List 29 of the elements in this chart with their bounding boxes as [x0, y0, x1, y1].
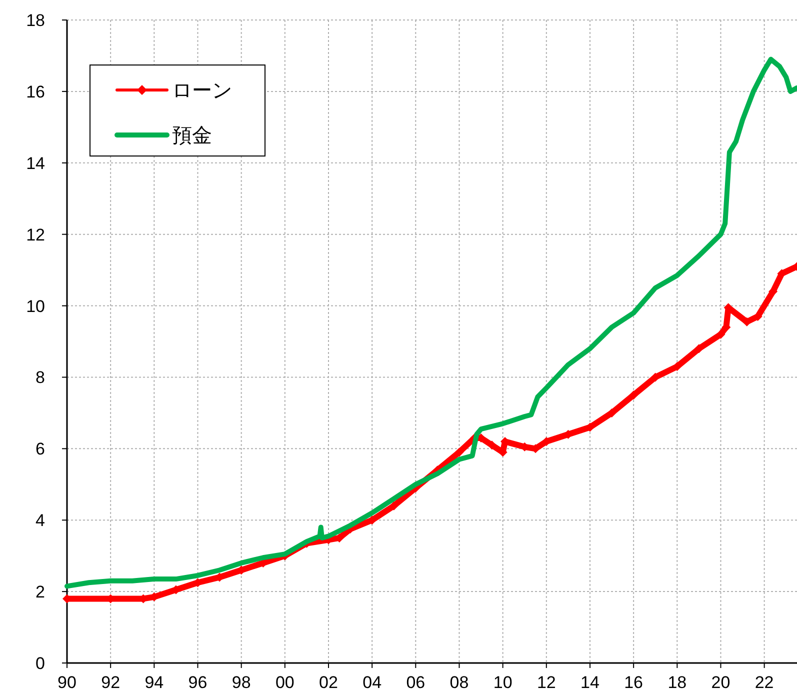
x-tick-label: 12: [536, 673, 556, 691]
x-tick-label: 20: [711, 673, 730, 691]
y-tick-label: 10: [26, 296, 45, 316]
x-tick-label: 94: [144, 673, 164, 691]
x-tick-label: 90: [58, 673, 76, 691]
y-tick-label: 12: [26, 225, 45, 244]
y-tick-label: 18: [26, 11, 45, 30]
x-tick-label: 06: [406, 673, 426, 691]
x-tick-label: 04: [362, 673, 382, 691]
x-tick-label: 98: [232, 673, 251, 691]
y-tick-label: 8: [36, 368, 45, 388]
y-tick-label: 14: [26, 154, 45, 173]
legend-label: ローン: [172, 80, 232, 102]
legend-label: 預金: [172, 125, 212, 147]
y-tick-label: 16: [26, 82, 45, 102]
x-tick-label: 22: [754, 673, 774, 691]
y-tick-label: 0: [36, 654, 45, 673]
x-tick-label: 14: [580, 673, 600, 691]
y-tick-label: 6: [36, 440, 45, 459]
x-tick-label: 96: [188, 673, 208, 691]
y-tick-label: 2: [36, 582, 45, 602]
x-tick-label: 00: [275, 673, 294, 691]
y-tick-label: 4: [36, 511, 45, 530]
x-tick-label: 10: [493, 673, 512, 691]
x-tick-label: 92: [101, 673, 120, 691]
x-tick-label: 18: [668, 673, 687, 691]
x-tick-label: 02: [319, 673, 338, 691]
x-tick-label: 16: [624, 673, 644, 691]
x-tick-label: 08: [450, 673, 469, 691]
